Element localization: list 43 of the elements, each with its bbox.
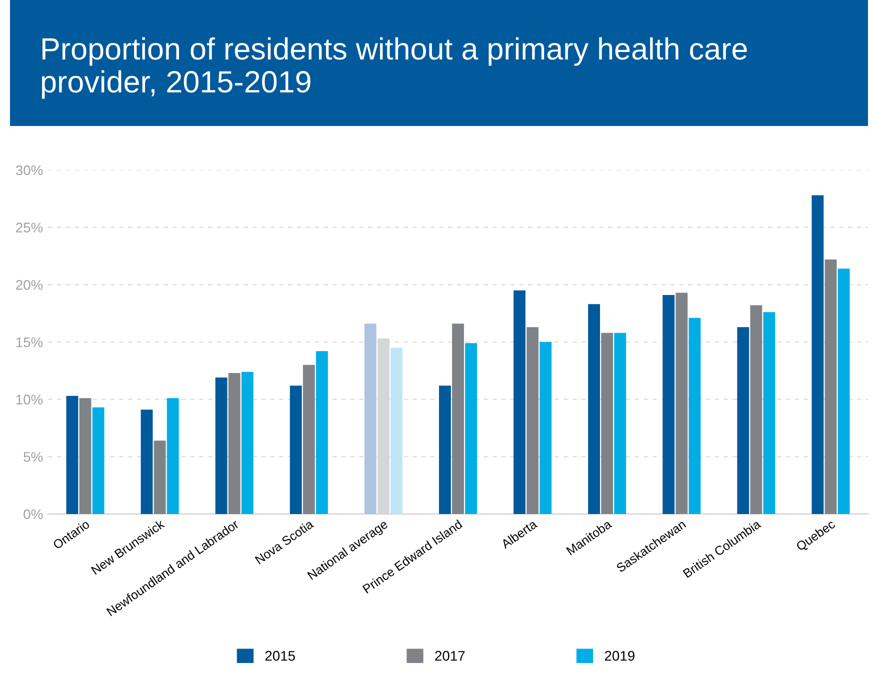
bar [79,398,92,514]
y-tick-label: 0% [24,509,43,520]
bar [465,343,478,514]
bar [166,398,179,514]
bar [290,386,302,514]
bar [812,195,824,514]
bar [662,294,675,514]
bar [514,290,526,514]
bar [763,312,776,514]
bar [540,342,552,514]
y-tick-label: 15% [16,337,43,348]
bar [601,332,614,514]
bar [676,292,688,514]
y-tick-label: 10% [16,394,43,405]
legend-label: 2015 [265,650,295,661]
y-tick-label: 30% [16,165,43,176]
bar [824,259,837,514]
y-tick-label: 25% [16,222,43,233]
bar [364,324,376,514]
legend-label: 2019 [604,650,634,661]
y-tick-label: 20% [16,280,43,290]
bar [302,364,315,514]
bar [66,396,78,514]
bar [526,327,539,514]
bar [154,440,166,514]
bar [588,304,600,514]
bar [614,332,626,514]
chart-title: Proportion of residents without a primary health care provider, 2015-2019 [42,37,747,99]
bar [241,372,254,514]
legend-label: 2017 [435,650,465,661]
bar [737,327,750,514]
bar [390,348,402,514]
bar [838,268,850,514]
bar [750,305,762,514]
bar [92,407,104,514]
bar [140,410,153,514]
bar [228,372,240,514]
y-tick-label: 5% [24,452,43,462]
bar [452,324,464,514]
bar [688,318,701,514]
bar [316,351,328,514]
bar [438,386,451,514]
bar [215,378,228,514]
